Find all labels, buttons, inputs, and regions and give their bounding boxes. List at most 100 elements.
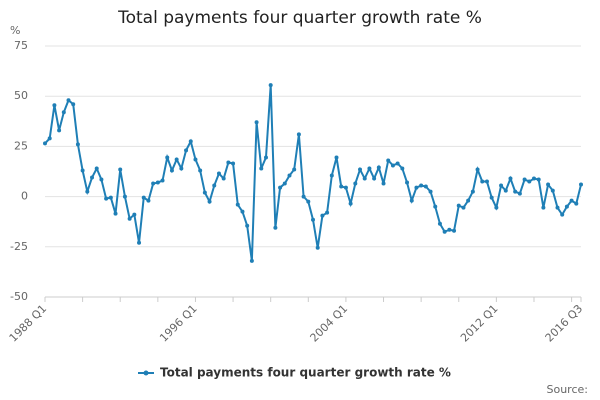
source: Source: [547,383,589,396]
point [470,189,475,194]
point [254,120,259,125]
point [188,139,193,144]
point [358,167,363,172]
point [207,199,212,204]
y-unit: % [10,24,20,37]
point [127,216,132,221]
point [292,167,297,172]
point [550,188,555,193]
point [104,196,109,201]
point [221,176,226,181]
point [517,191,522,196]
y-tick-label: -50 [10,290,28,303]
point [71,102,76,107]
point [240,209,245,214]
point [456,203,461,208]
point [489,195,494,200]
point [198,168,203,173]
point [433,204,438,209]
point [99,177,104,182]
point [268,83,273,88]
x-tick-label: 2004 Q1 [308,302,351,345]
point [353,181,358,186]
point [503,188,508,193]
point [57,128,62,133]
point [499,183,504,188]
line [44,85,582,261]
point [508,176,513,181]
point [546,182,551,187]
point [184,148,189,153]
point [390,163,395,168]
y-tick-label: 25 [14,139,28,152]
x-tick-label: 2016 Q3 [543,302,586,345]
point [47,136,52,141]
point [329,173,334,178]
point [376,165,381,170]
x-tick-label: 2012 Q1 [458,302,501,345]
point [273,225,278,230]
point [259,166,264,171]
point [306,199,311,204]
point [339,184,344,189]
point [522,177,527,182]
point [75,142,80,147]
point [296,132,301,137]
point [179,166,184,171]
point [122,194,127,199]
point [132,212,137,217]
point [85,189,90,194]
point [118,167,123,172]
point [155,180,160,185]
point [160,178,165,183]
point [480,179,485,184]
point [90,175,95,180]
point [527,179,532,184]
point [362,176,367,181]
point [442,229,447,234]
point [541,205,546,210]
point [52,103,57,108]
y-tick-label: -25 [10,240,28,253]
point [113,211,118,216]
point [564,204,569,209]
y-tick-label: 75 [14,39,28,52]
point [536,177,541,182]
point [405,180,410,185]
point [245,223,250,228]
point [282,181,287,186]
point [212,183,217,188]
point [226,160,231,165]
point [484,179,489,184]
x-tick-label: 1988 Q1 [7,302,50,345]
point [193,157,198,162]
point [569,198,574,203]
point [174,157,179,162]
point [202,190,207,195]
point [278,185,283,190]
legend-marker [143,370,149,376]
point [80,168,85,173]
point [414,185,419,190]
point [231,161,236,166]
point [348,201,353,206]
point [437,221,442,226]
chart-title: Total payments four quarter growth rate … [117,8,482,28]
point [513,189,518,194]
y-tick-label: 50 [14,89,28,102]
point [475,167,480,172]
point [137,240,142,245]
point [494,205,499,210]
point [419,183,424,188]
point [579,182,583,187]
point [315,245,320,250]
point [447,227,452,232]
legend-text: Total payments four quarter growth rate … [160,366,451,380]
point [94,166,99,171]
point [66,98,71,103]
point [141,195,146,200]
point [151,181,156,186]
point [320,213,325,218]
point [61,110,66,115]
y-tick-label: 0 [21,190,28,203]
